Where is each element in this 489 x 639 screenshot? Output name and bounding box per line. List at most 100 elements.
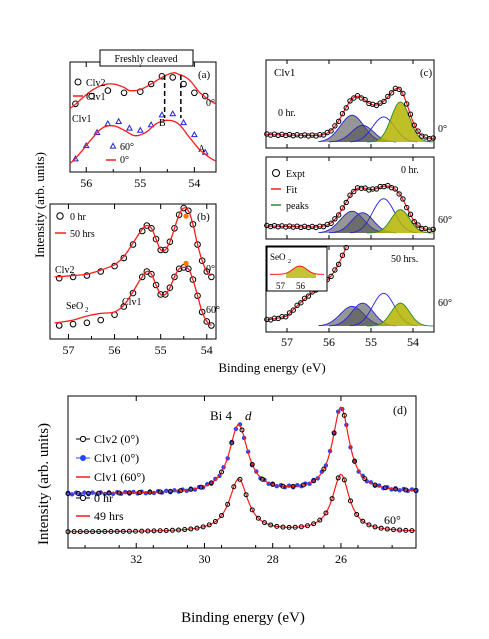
panel-d-clv2-point	[270, 481, 276, 487]
panel-d-0hr-point	[378, 525, 384, 531]
panel-d-clv2-point	[116, 490, 122, 496]
panel-d-0hr-point	[249, 507, 255, 513]
panel-b-point	[148, 225, 155, 232]
panel-d-clv2-point	[126, 490, 132, 496]
panel-c2-expt-point	[358, 185, 365, 191]
panel-d-clv2-point	[300, 482, 306, 488]
panel-d-clv2-point	[106, 490, 112, 496]
panel-c2-expt-point	[392, 186, 399, 192]
panel-a-peak-b: B	[159, 118, 166, 129]
panel-c1-expt-point	[354, 93, 361, 99]
panel-d-0hr-point	[409, 528, 415, 534]
panel-c1-expt-point	[328, 128, 334, 134]
panel-a-legend-clv2: Clv2	[86, 78, 105, 89]
panel-d-clv1-point	[315, 476, 320, 481]
panel-d-0hr-point	[366, 522, 372, 528]
panel-d-clv2-point	[147, 489, 153, 495]
panel-c1-expt-point	[400, 90, 406, 97]
panel-b-point	[194, 241, 201, 248]
panel-c3-expt-point	[283, 314, 289, 320]
panel-d-clv2-point	[290, 483, 296, 489]
panel-c2-expt-point	[430, 226, 436, 233]
panel-c2-angle-label: 60°	[438, 215, 452, 226]
panel-d-0hr-point	[225, 501, 231, 507]
panel-a-60deg-point	[104, 119, 112, 127]
panel-c2-expt-point	[339, 205, 346, 211]
panel-d-clv2-point	[219, 469, 225, 475]
panel-d-clv2-point	[341, 412, 347, 418]
panel-b-legend-circle	[56, 212, 64, 220]
panel-d-legend-clv2: Clv2 (0°)	[94, 432, 139, 446]
panel-d-title-italic: d	[245, 408, 252, 423]
panel-d-clv2-point	[96, 490, 102, 496]
panel-c-inset-subscript: 2	[288, 259, 291, 265]
panel-b-point	[171, 225, 178, 232]
panel-c2-expt-point	[373, 186, 380, 192]
panel-a-60deg-point	[71, 155, 79, 162]
panel-c1-title: Clv1	[274, 67, 295, 79]
panel-c3-expt-point	[294, 302, 300, 309]
panel-d-0hr-point	[90, 529, 96, 535]
panel-c2-expt-point	[320, 223, 327, 230]
panel-d-0hr-point	[65, 529, 71, 535]
panel-d-0hr-point	[126, 528, 132, 534]
panel-a-clv2-point	[169, 74, 177, 81]
panel-d-clv2-point	[331, 430, 337, 436]
panel-b-orange-marker	[183, 213, 189, 219]
panel-d-clv2-point	[372, 482, 378, 488]
panel-c2-expt-point	[396, 191, 402, 197]
panel-c3-expt-point	[290, 307, 296, 313]
panel-b-seo-subscript: 2	[85, 306, 89, 314]
panel-b-point	[157, 246, 164, 254]
panel-d-0hr-point	[311, 521, 317, 527]
panel-d-clv2-point	[85, 490, 91, 496]
panel-d-legend-0hr-marker	[79, 494, 87, 502]
panel-c-tick-label: 57	[281, 335, 293, 349]
panel-d-0hr-point	[237, 476, 243, 482]
panel-b-point	[189, 276, 197, 283]
panel-a-tick-label: 55	[134, 176, 146, 190]
panel-c1-expt-point	[407, 111, 414, 117]
panel-d-0hr-point	[280, 524, 286, 530]
panel-b-legend-50hrs: 50 hrs	[70, 229, 95, 240]
panel-c-legend-peaks: peaks	[286, 201, 309, 212]
panel-d-clv2-point	[229, 440, 235, 446]
panel-d-0hr-point	[323, 510, 329, 516]
panel-b-point	[129, 241, 137, 248]
panel-b-point	[129, 289, 137, 297]
panel-d-clv2-point	[157, 489, 163, 495]
panel-b-point	[83, 319, 91, 327]
panel-c2-expt-point	[404, 204, 410, 211]
panel-b-point	[203, 268, 211, 275]
panel-a-60deg-point	[180, 118, 188, 126]
panel-c3-expt-point	[305, 293, 312, 299]
panel-c2-expt-point	[415, 222, 421, 228]
panel-c2-peak-fill	[329, 212, 397, 233]
panel-d-label: (d)	[393, 403, 407, 417]
panel-c1-time-label: 0 hr.	[278, 108, 296, 119]
panel-a-label: (a)	[198, 69, 211, 81]
panel-d-clv2-point	[167, 488, 173, 494]
panel-c2-expt-point	[407, 211, 414, 217]
panel-c3-expt-point	[339, 252, 346, 259]
panel-b-point	[152, 281, 160, 289]
panel-c-legend-fit: Fit	[286, 185, 297, 196]
panel-b-point	[185, 207, 192, 215]
panel-a-clv2-point	[147, 80, 155, 88]
panel-d-tick-label: 32	[130, 552, 142, 566]
panel-a-peak-a: A	[198, 144, 206, 155]
panel-c1-expt-point	[343, 105, 349, 111]
panel-c2-expt-point	[347, 192, 353, 198]
bottom-y-axis-label: Intensity (arb. units)	[36, 423, 52, 545]
panel-d-0hr-point	[305, 523, 311, 529]
panel-c1-expt-point	[426, 136, 433, 142]
panel-d-clv2-point	[137, 490, 143, 496]
panel-b-point	[55, 322, 63, 329]
panel-c2-expt-point	[317, 223, 323, 229]
panel-c1-angle-label: 0°	[438, 124, 447, 135]
panel-d-0hr-point	[403, 527, 409, 533]
panel-c2-expt-point	[351, 188, 357, 195]
panel-d-0hr-point	[397, 527, 403, 533]
panel-d-clv1-point	[409, 487, 415, 492]
panel-b-clv2-label: Clv2	[55, 265, 74, 276]
